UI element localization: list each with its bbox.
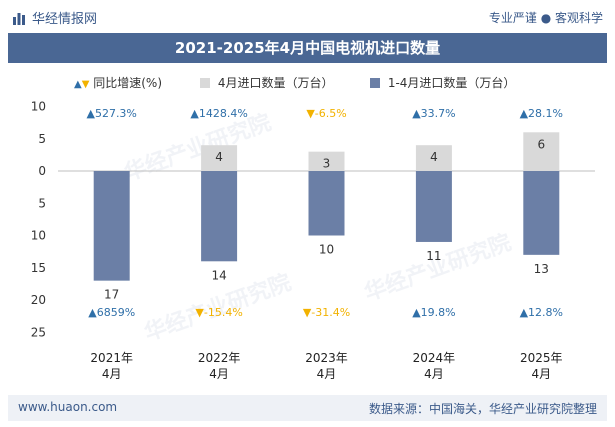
footer-website: www.huaon.com xyxy=(18,400,118,414)
legend-label-monthly: 4月进口数量（万台） xyxy=(217,76,334,90)
title-bar: 2021-2025年4月中国电视机进口数量 xyxy=(8,33,607,63)
bar-cumulative xyxy=(93,171,130,281)
growth-monthly-label: ▲1428.4% xyxy=(190,107,247,120)
growth-monthly-label: ▲33.7% xyxy=(412,107,455,120)
bar-cumulative-value-label: 10 xyxy=(319,243,334,257)
bar-cumulative-value-label: 13 xyxy=(534,262,549,276)
bar-monthly xyxy=(415,145,452,171)
growth-cumulative-label: ▼-31.4% xyxy=(303,306,350,319)
y-tick-label: 0 xyxy=(38,164,46,178)
bar-monthly xyxy=(201,145,238,171)
brand-logo-icon xyxy=(13,13,25,25)
growth-cumulative-label: ▼-15.4% xyxy=(195,306,242,319)
bar-monthly-value-label: 6 xyxy=(537,137,545,151)
growth-cumulative-label: ▲6859% xyxy=(88,306,135,319)
chart-plot: 10 5 0 5 10 15 20 25 17 ▲527.3% ▲6859% 2021年 4月 4 14 ▲1… xyxy=(31,100,595,381)
bar-monthly-value-label: 3 xyxy=(323,157,331,171)
bar-monthly-value-label: 4 xyxy=(215,150,223,164)
slogan: 专业严谨 ● 客观科学 xyxy=(488,11,603,25)
y-tick-label: 20 xyxy=(31,293,46,307)
growth-monthly-label: ▲527.3% xyxy=(86,107,136,120)
y-tick-label: 10 xyxy=(31,229,46,243)
triangle-up-icon: ▲ xyxy=(74,79,82,90)
bar-cumulative xyxy=(523,171,560,255)
legend-label-growth: 同比增速(%) xyxy=(93,76,163,90)
chart-title: 2021-2025年4月中国电视机进口数量 xyxy=(174,39,441,57)
legend-swatch-cumulative xyxy=(370,78,380,88)
footer: www.huaon.com 数据来源：中国海关，华经产业研究院整理 xyxy=(8,395,607,421)
bar-cumulative-value-label: 14 xyxy=(211,268,226,282)
bar-cumulative xyxy=(415,171,452,242)
x-category-label-month: 4月 xyxy=(209,367,229,381)
legend-swatch-monthly xyxy=(200,78,210,88)
growth-cumulative-label: ▲12.8% xyxy=(520,306,563,319)
growth-cumulative-label: ▲19.8% xyxy=(412,306,455,319)
y-tick-label: 10 xyxy=(31,100,46,114)
y-tick-label: 5 xyxy=(38,196,46,210)
bar-cumulative-value-label: 17 xyxy=(104,288,119,302)
bar-monthly-value-label: 4 xyxy=(430,150,438,164)
x-category-label-year: 2022年 xyxy=(198,351,241,365)
y-tick-label: 5 xyxy=(38,132,46,146)
growth-monthly-label: ▼-6.5% xyxy=(306,107,346,120)
growth-monthly-label: ▲28.1% xyxy=(520,107,563,120)
legend: ▲▼ 同比增速(%) 4月进口数量（万台） 1-4月进口数量（万台） xyxy=(0,70,615,94)
x-category-label-year: 2025年 xyxy=(520,351,563,365)
legend-item-cumulative: 1-4月进口数量（万台） xyxy=(370,74,515,91)
x-category-label-year: 2024年 xyxy=(413,351,456,365)
footer-source: 数据来源：中国海关，华经产业研究院整理 xyxy=(368,402,597,416)
brand: 华经情报网 xyxy=(12,8,97,27)
x-category-label-month: 4月 xyxy=(424,367,444,381)
y-tick-label: 25 xyxy=(31,325,46,339)
x-category-label-month: 4月 xyxy=(317,367,337,381)
top-bar: 华经情报网 专业严谨 ● 客观科学 xyxy=(0,0,615,33)
x-category-label-month: 4月 xyxy=(102,367,122,381)
brand-name: 华经情报网 xyxy=(32,12,98,27)
legend-label-cumulative: 1-4月进口数量（万台） xyxy=(387,76,516,90)
x-category-label-year: 2023年 xyxy=(305,351,348,365)
x-category-label-month: 4月 xyxy=(531,367,551,381)
y-tick-label: 15 xyxy=(31,261,46,275)
legend-item-growth: ▲▼ 同比增速(%) xyxy=(74,74,162,91)
bar-monthly xyxy=(523,132,560,171)
bar-cumulative xyxy=(201,171,238,262)
x-category-label-year: 2021年 xyxy=(90,351,133,365)
legend-item-monthly: 4月进口数量（万台） xyxy=(200,74,333,91)
bar-cumulative-value-label: 11 xyxy=(426,249,441,263)
triangle-down-icon: ▼ xyxy=(81,79,90,90)
bar-cumulative xyxy=(308,171,345,236)
bar-monthly xyxy=(308,151,345,171)
